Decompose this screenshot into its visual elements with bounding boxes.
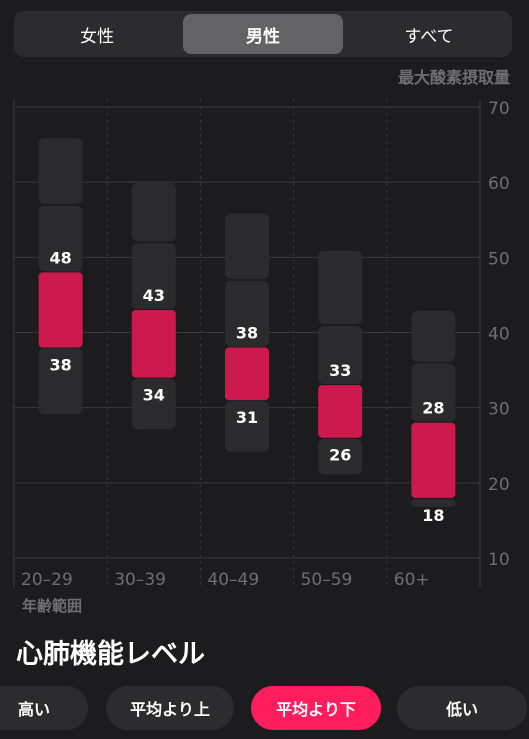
range-band bbox=[411, 498, 456, 507]
range-band bbox=[38, 205, 83, 272]
range-band bbox=[225, 401, 269, 452]
highlight-bar bbox=[411, 422, 456, 498]
highlight-bar bbox=[225, 347, 269, 401]
range-band bbox=[411, 363, 456, 422]
range-band bbox=[131, 243, 176, 309]
data-label-high: 33 bbox=[329, 361, 351, 380]
range-band bbox=[318, 438, 363, 475]
x-tick-label: 20–29 bbox=[21, 570, 73, 590]
data-label-high: 48 bbox=[49, 248, 71, 267]
y-tick-label: 10 bbox=[488, 550, 510, 570]
level-filter-bar: 高い 平均より上 平均より下 低い bbox=[0, 686, 529, 730]
data-label-low: 34 bbox=[143, 386, 165, 405]
data-label-high: 28 bbox=[422, 399, 444, 418]
filter-below-average[interactable]: 平均より下 bbox=[251, 686, 381, 730]
data-label-low: 26 bbox=[329, 446, 351, 465]
range-band bbox=[225, 280, 269, 347]
x-tick-label: 50–59 bbox=[301, 570, 353, 590]
highlight-bar bbox=[318, 385, 363, 438]
y-tick-label: 30 bbox=[488, 400, 510, 420]
range-band bbox=[131, 378, 176, 430]
range-band bbox=[225, 213, 269, 279]
range-band bbox=[318, 325, 363, 385]
y-tick-label: 40 bbox=[488, 325, 510, 345]
filter-high[interactable]: 高い bbox=[0, 686, 88, 730]
range-band bbox=[38, 138, 83, 204]
data-label-low: 31 bbox=[236, 408, 258, 427]
data-label-low: 18 bbox=[422, 506, 444, 525]
vo2max-chart: 10 20 30 40 50 60 70 48 38 20–29 43 34 30–39 38 31 40–4… bbox=[13, 99, 510, 615]
x-tick-label: 60+ bbox=[394, 570, 430, 590]
sex-segmented-control: 女性 男性 すべて bbox=[14, 11, 512, 57]
filter-above-average[interactable]: 平均より上 bbox=[106, 686, 234, 730]
x-tick-label: 30–39 bbox=[114, 570, 166, 590]
chart-title: 最大酸素摂取量 bbox=[397, 68, 510, 87]
segment-female[interactable]: 女性 bbox=[80, 26, 114, 47]
data-label-high: 43 bbox=[143, 286, 165, 305]
range-band bbox=[318, 250, 363, 324]
highlight-bar bbox=[38, 272, 83, 348]
range-band bbox=[131, 183, 176, 242]
segment-all[interactable]: すべて bbox=[404, 26, 454, 47]
segment-male[interactable]: 男性 bbox=[183, 14, 343, 54]
y-tick-label: 50 bbox=[488, 249, 510, 269]
section-title: 心肺機能レベル bbox=[16, 639, 205, 670]
y-tick-label: 70 bbox=[488, 99, 510, 119]
data-label-low: 38 bbox=[49, 356, 71, 375]
filter-low[interactable]: 低い bbox=[397, 686, 527, 730]
range-band bbox=[38, 348, 83, 415]
range-band bbox=[411, 310, 456, 362]
x-axis-title: 年齢範囲 bbox=[22, 597, 82, 615]
x-tick-label: 40–49 bbox=[207, 570, 259, 590]
highlight-bar bbox=[131, 309, 176, 378]
y-tick-label: 20 bbox=[488, 475, 510, 495]
y-tick-label: 60 bbox=[488, 174, 510, 194]
data-label-high: 38 bbox=[236, 324, 258, 343]
